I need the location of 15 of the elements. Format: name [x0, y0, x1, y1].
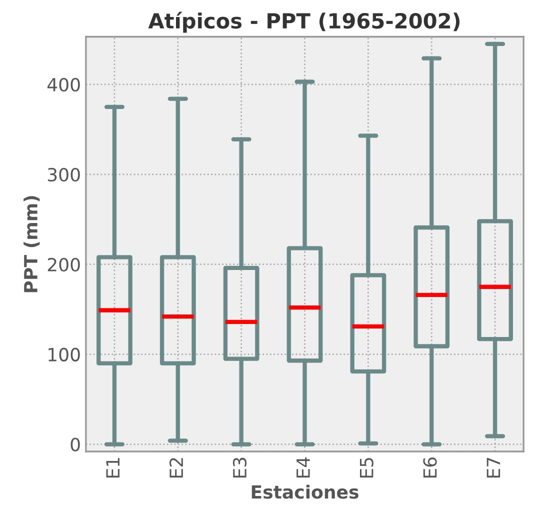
- y-tick-label: 100: [48, 348, 80, 362]
- x-tick-label: E4: [296, 457, 310, 478]
- chart-title: Atípicos - PPT (1965-2002): [148, 12, 460, 33]
- x-tick-label: E5: [360, 458, 374, 478]
- y-tick-label: 400: [47, 78, 80, 92]
- x-tick-label: E6: [423, 458, 437, 478]
- x-tick-label: E3: [232, 458, 247, 478]
- x-axis-title: Estaciones: [252, 484, 358, 499]
- y-axis-title: PPT (mm): [24, 196, 40, 292]
- y-tick-label: 200: [48, 258, 80, 272]
- x-tick-label: E2: [169, 458, 183, 478]
- y-tick-label: 300: [48, 168, 80, 182]
- x-tick-label: E7: [486, 458, 500, 478]
- y-tick-label: 0: [70, 438, 80, 452]
- x-tick-label: E1: [106, 458, 120, 478]
